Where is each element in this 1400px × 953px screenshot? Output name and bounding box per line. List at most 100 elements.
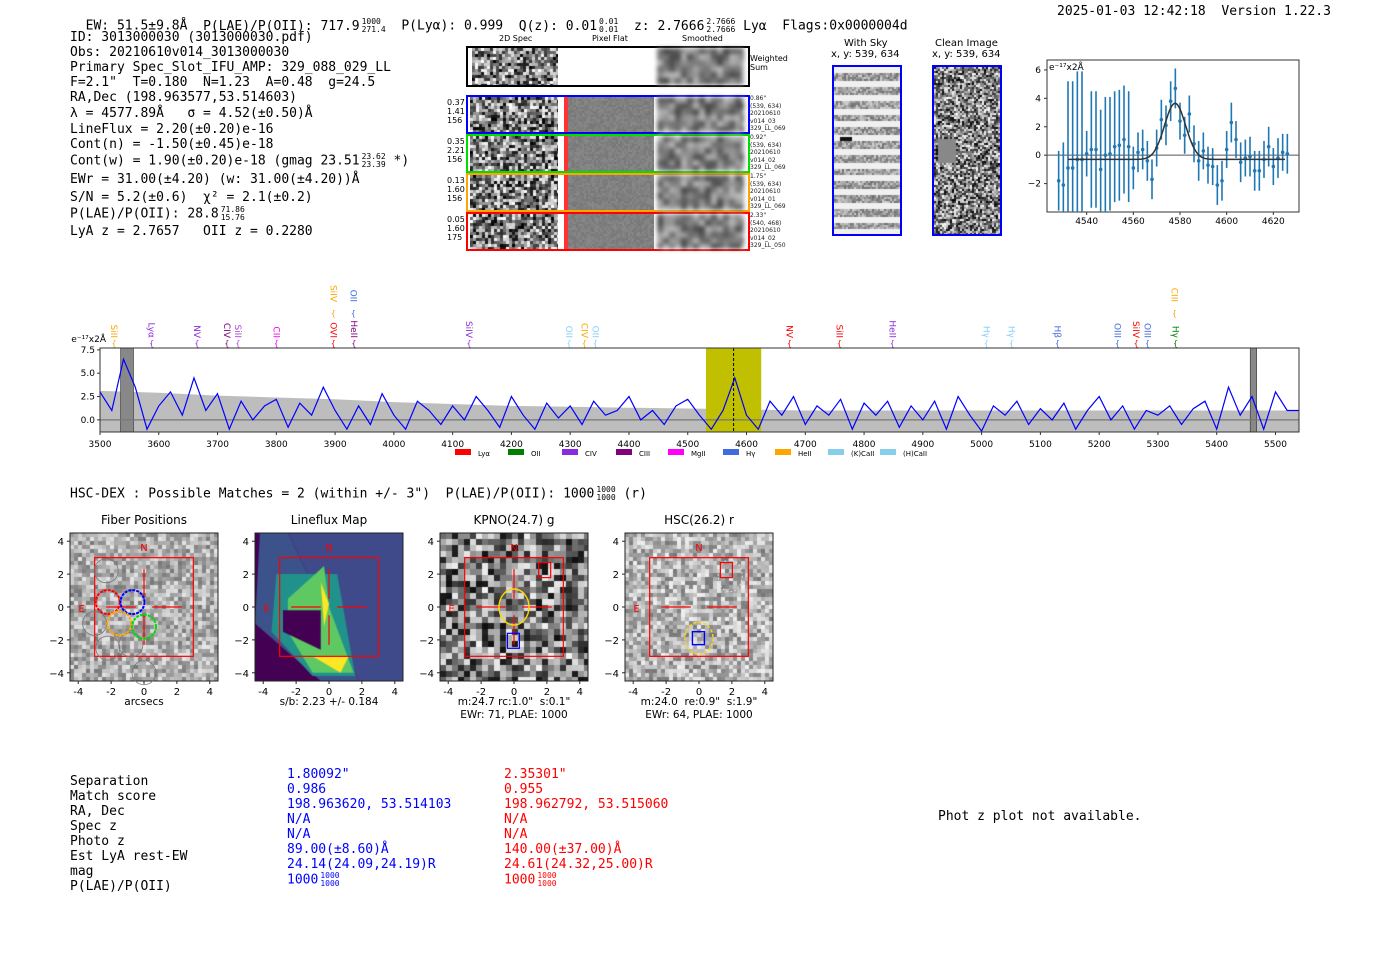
line-label: HeII: [886, 320, 896, 338]
panel-frame: [624, 532, 774, 682]
pixelflat-marker: [564, 136, 568, 171]
line-label-text: SiIV: [1130, 321, 1140, 339]
row-right-value: 329_LL_050: [750, 242, 786, 250]
catalog-match-red: [719, 562, 733, 579]
y-tick-label: 2: [613, 570, 619, 581]
data-point: [1145, 159, 1150, 163]
match-value-blue: N/A: [287, 812, 311, 827]
x-tick-label: 0: [696, 687, 702, 698]
y-tick-label: 4: [243, 537, 249, 548]
data-point: [1150, 177, 1154, 182]
x-tick-label: 4800: [853, 440, 876, 450]
legend-swatch: [455, 449, 471, 455]
match-value-blue: 198.963620, 53.514103: [287, 797, 452, 812]
row-pixelflat-image: [566, 97, 654, 132]
data-point: [1159, 117, 1164, 122]
aperture-box: [464, 557, 564, 657]
legend-swatch: [723, 449, 739, 455]
match-label: Separation: [70, 774, 149, 789]
row-2dspec-image: [470, 97, 558, 132]
pixelflat-marker: [564, 97, 568, 132]
line-label: CII: [270, 326, 280, 338]
panel-caption: m:24.0 re:0.9" s:1.9": [640, 696, 758, 708]
catalog-match-blue: [506, 632, 521, 649]
data-point: [1103, 153, 1108, 157]
legend-swatch: [828, 449, 844, 455]
row-pixelflat-image: [566, 136, 654, 171]
line-label: Lyα: [146, 323, 156, 339]
x-tick-label: 3600: [147, 440, 170, 450]
x-tick-label: -2: [291, 687, 301, 698]
hsc-dex-summary: HSC-DEX : Possible Matches = 2 (within +…: [70, 485, 647, 502]
spectrum-line: [99, 357, 1299, 433]
panel-overlay: N E -4 4 -2 2 0 0 2 −2 4 −4: [419, 532, 589, 698]
data-point: [1066, 166, 1070, 170]
x-tick-label: -4: [443, 687, 453, 698]
data-point: [1210, 164, 1215, 169]
info-radec: RA,Dec (198.963577,53.514603): [70, 90, 297, 105]
row-smoothed-image: [657, 97, 744, 132]
fit-axes-frame: [1046, 59, 1300, 213]
fiber-circle-highlighted: [131, 613, 157, 640]
panel-title: Lineflux Map: [290, 513, 368, 527]
y-tick-label: −2: [604, 636, 619, 647]
line-bracket: {: [593, 339, 598, 348]
clean-image-xy: x, y: 539, 634: [932, 49, 1001, 60]
legend-label: OII: [531, 450, 541, 458]
x-tick-label: 5200: [1088, 440, 1111, 450]
compass-east: E: [633, 604, 639, 615]
x-tick-label: 4580: [1169, 217, 1192, 227]
full-spectrum-plot: 3500 3600 3700 3800 3900 4000 4100 4200 4300 4400…: [71, 285, 1300, 458]
legend-label: (H)CaII: [903, 450, 927, 458]
panel-title: Fiber Positions: [100, 513, 188, 527]
fiber-circle: [131, 660, 157, 686]
row-right-value: 20210610: [750, 227, 781, 235]
line-label-text: SiII: [833, 324, 843, 338]
x-tick-label: 0: [326, 687, 332, 698]
info-contw: Cont(w) = 1.90(±0.20)e-18 (gmag 23.51 23.…: [70, 152, 410, 169]
match-label: Photo z: [70, 834, 125, 849]
line-label: CIII: [1168, 288, 1178, 302]
y-tick-label: 0.0: [81, 416, 96, 426]
data-point: [1108, 151, 1112, 156]
line-label: CIV: [221, 323, 231, 339]
line-label: OII: [563, 326, 573, 338]
x-tick-label: 0: [141, 687, 147, 698]
data-point: [1252, 169, 1257, 173]
match-value-red: 2.35301": [504, 767, 567, 782]
info-z: LyA z = 2.7657 OII z = 0.2280: [70, 224, 313, 239]
col-title-smoothed: Smoothed: [682, 34, 723, 43]
match-value-red: 24.61(24.32,25.00)R: [504, 857, 653, 872]
panel-frame: [439, 532, 589, 682]
line-label: Hγ: [1006, 326, 1016, 339]
panel-caption-2: EWr: 71, PLAE: 1000: [460, 709, 568, 721]
y-tick-label: −2: [419, 636, 434, 647]
y-tick-label: 5.0: [81, 369, 96, 379]
header-timestamp-version: 2025-01-03 12:42:18 Version 1.22.3: [1057, 4, 1331, 19]
match-label: Est LyA rest-EW: [70, 849, 188, 864]
col-title-pixelflat: Pixel Flat: [592, 34, 628, 43]
y-unit-label: e⁻¹⁷x2Å: [1049, 61, 1085, 73]
x-tick-label: 4400: [618, 440, 641, 450]
line-bracket: {: [837, 339, 842, 348]
match-value-red: 140.00(±37.00)Å: [504, 842, 622, 857]
x-tick-label: 4500: [676, 440, 699, 450]
line-label: Hγ: [980, 326, 990, 339]
data-point: [1215, 183, 1220, 187]
data-point: [1173, 86, 1178, 91]
panel-title: HSC(26.2) r: [664, 513, 734, 527]
data-point: [1196, 159, 1201, 163]
info-ewr: EWr = 31.00(±4.20) (w: 31.00(±4.20))Å: [70, 172, 360, 187]
data-point: [1229, 120, 1234, 125]
legend-label: HeII: [798, 450, 812, 458]
header-ew: EW: 51.5±9.8Å: [85, 18, 188, 34]
x-tick-label: -4: [628, 687, 638, 698]
row-right-value: (540, 468): [750, 219, 782, 227]
line-bracket: {: [331, 309, 336, 318]
with-sky-title: With Sky: [844, 38, 888, 49]
legend-label: MgII: [691, 450, 706, 458]
data-point: [1182, 133, 1187, 138]
data-point: [1280, 150, 1285, 155]
legend-label: CIV: [585, 450, 597, 458]
y-tick-label: −2: [234, 636, 249, 647]
